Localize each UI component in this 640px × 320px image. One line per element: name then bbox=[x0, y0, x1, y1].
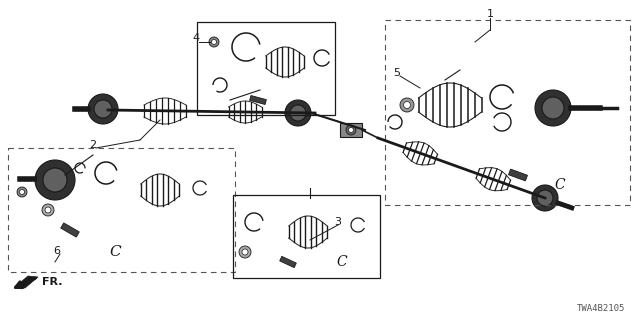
Bar bbox=[340, 123, 362, 137]
Circle shape bbox=[535, 90, 571, 126]
Polygon shape bbox=[61, 223, 79, 237]
Text: TWA4B2105: TWA4B2105 bbox=[577, 304, 625, 313]
Circle shape bbox=[211, 39, 216, 44]
Circle shape bbox=[209, 37, 219, 47]
Circle shape bbox=[349, 127, 353, 132]
Polygon shape bbox=[15, 276, 38, 288]
Text: FR.: FR. bbox=[42, 277, 63, 287]
Text: C: C bbox=[337, 255, 348, 269]
Circle shape bbox=[346, 125, 356, 135]
Circle shape bbox=[42, 204, 54, 216]
Circle shape bbox=[43, 168, 67, 192]
Circle shape bbox=[239, 246, 251, 258]
Circle shape bbox=[88, 94, 118, 124]
Circle shape bbox=[242, 249, 248, 255]
Polygon shape bbox=[250, 95, 266, 105]
Circle shape bbox=[35, 160, 75, 200]
Circle shape bbox=[45, 207, 51, 213]
Circle shape bbox=[17, 187, 27, 197]
Circle shape bbox=[290, 105, 306, 121]
Circle shape bbox=[542, 97, 564, 119]
Text: 5: 5 bbox=[394, 68, 401, 78]
Text: 1: 1 bbox=[486, 9, 493, 19]
Polygon shape bbox=[509, 169, 527, 181]
Circle shape bbox=[532, 185, 558, 211]
Polygon shape bbox=[280, 256, 296, 268]
Circle shape bbox=[285, 100, 311, 126]
Text: 3: 3 bbox=[335, 217, 342, 227]
Circle shape bbox=[537, 190, 553, 206]
Circle shape bbox=[400, 98, 414, 112]
Text: 6: 6 bbox=[54, 246, 61, 256]
Circle shape bbox=[94, 100, 112, 118]
Text: C: C bbox=[109, 245, 121, 259]
Circle shape bbox=[403, 101, 410, 108]
Text: C: C bbox=[555, 178, 565, 192]
Text: 2: 2 bbox=[90, 140, 97, 150]
Text: 4: 4 bbox=[193, 33, 200, 43]
Circle shape bbox=[19, 189, 24, 195]
